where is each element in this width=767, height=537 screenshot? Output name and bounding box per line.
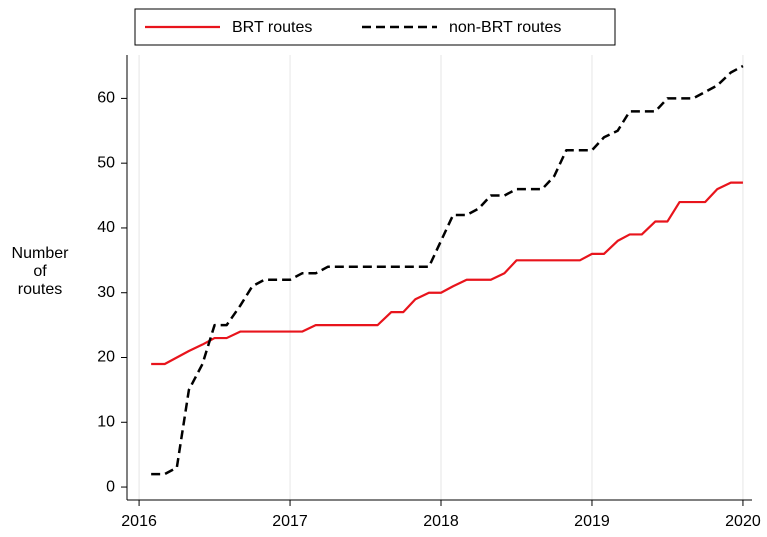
y-tick-label: 20 xyxy=(97,349,115,366)
data-line xyxy=(151,181,743,366)
legend-label: BRT routes xyxy=(232,19,312,36)
x-tick-label: 2020 xyxy=(725,513,761,530)
y-tick-label: 60 xyxy=(97,90,115,107)
x-tick-label: 2018 xyxy=(423,513,459,530)
x-tick-label: 2016 xyxy=(121,513,157,530)
y-tick-label: 0 xyxy=(106,478,115,495)
y-tick-label: 30 xyxy=(97,284,115,301)
y-tick-label: 50 xyxy=(97,154,115,171)
legend-label: non-BRT routes xyxy=(449,19,561,36)
y-axis-label: Number of routes xyxy=(12,245,70,298)
data-line xyxy=(151,64,744,476)
y-tick-label: 40 xyxy=(97,219,115,236)
x-tick-label: 2019 xyxy=(574,513,610,530)
x-tick-label: 2017 xyxy=(272,513,308,530)
y-tick-label: 10 xyxy=(97,413,115,430)
